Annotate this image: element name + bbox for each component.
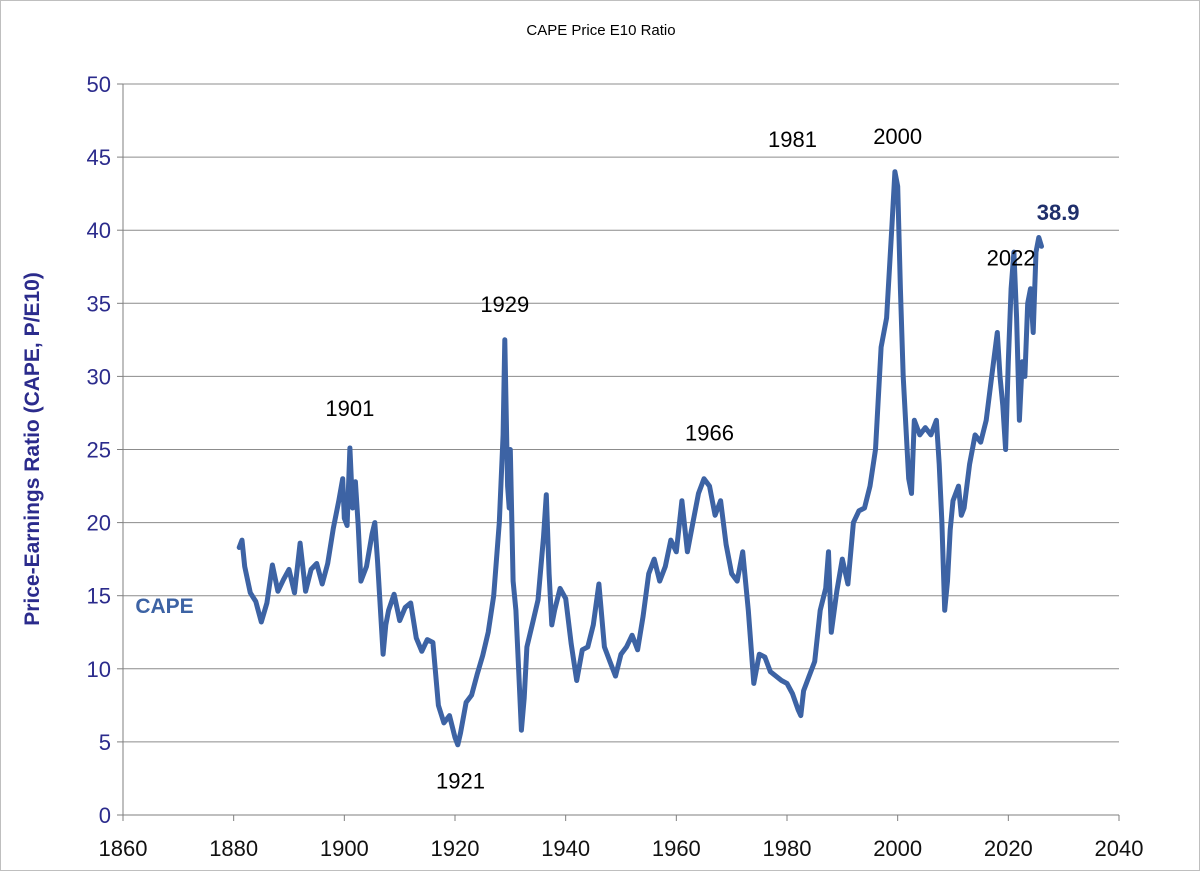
annotation-2000: 2000 [873,124,922,149]
y-tick-label-45: 45 [87,145,111,170]
annotation-38-9: 38.9 [1037,200,1080,225]
x-tick-label-1900: 1900 [320,836,369,861]
y-tick-label-30: 30 [87,364,111,389]
x-tick-label-1920: 1920 [431,836,480,861]
annotation-1921: 1921 [436,769,485,794]
chart-title: CAPE Price E10 Ratio [526,22,675,39]
y-tick-label-15: 15 [87,584,111,609]
y-tick-label-25: 25 [87,438,111,463]
y-tick-label-35: 35 [87,291,111,316]
x-tick-label-1940: 1940 [541,836,590,861]
axes [117,83,1120,821]
series-line-cape [236,169,1044,748]
annotation-1929: 1929 [480,292,529,317]
x-tick-label-2000: 2000 [873,836,922,861]
y-tick-label-40: 40 [87,218,111,243]
x-tick-label-1860: 1860 [99,836,148,861]
y-tick-label-20: 20 [87,511,111,536]
x-tick-label-2040: 2040 [1095,836,1144,861]
annotation-1901: 1901 [325,396,374,421]
y-tick-label-0: 0 [99,803,111,828]
y-tick-label-10: 10 [87,657,111,682]
x-tick-labels: 1860 1880 1900 1920 1940 1960 1980 2000 2020 2040 [99,836,1144,861]
gridlines [123,83,1119,743]
x-tick-label-2020: 2020 [984,836,1033,861]
annotation-2022: 2022 [987,245,1036,270]
series-layer [236,169,1044,748]
y-tick-label-5: 5 [99,730,111,755]
y-tick-label-50: 50 [87,72,111,97]
x-tick-label-1880: 1880 [209,836,258,861]
y-axis-label: Price-Earnings Ratio (CAPE, P/E10) [21,272,44,626]
x-tick-label-1960: 1960 [652,836,701,861]
annotation-1981: 1981 [768,127,817,152]
x-tick-label-1980: 1980 [763,836,812,861]
series-label-cape: CAPE [135,595,193,618]
y-tick-labels: 0 5 10 15 20 25 30 35 40 45 50 [87,72,111,828]
annotation-1966: 1966 [685,421,734,446]
